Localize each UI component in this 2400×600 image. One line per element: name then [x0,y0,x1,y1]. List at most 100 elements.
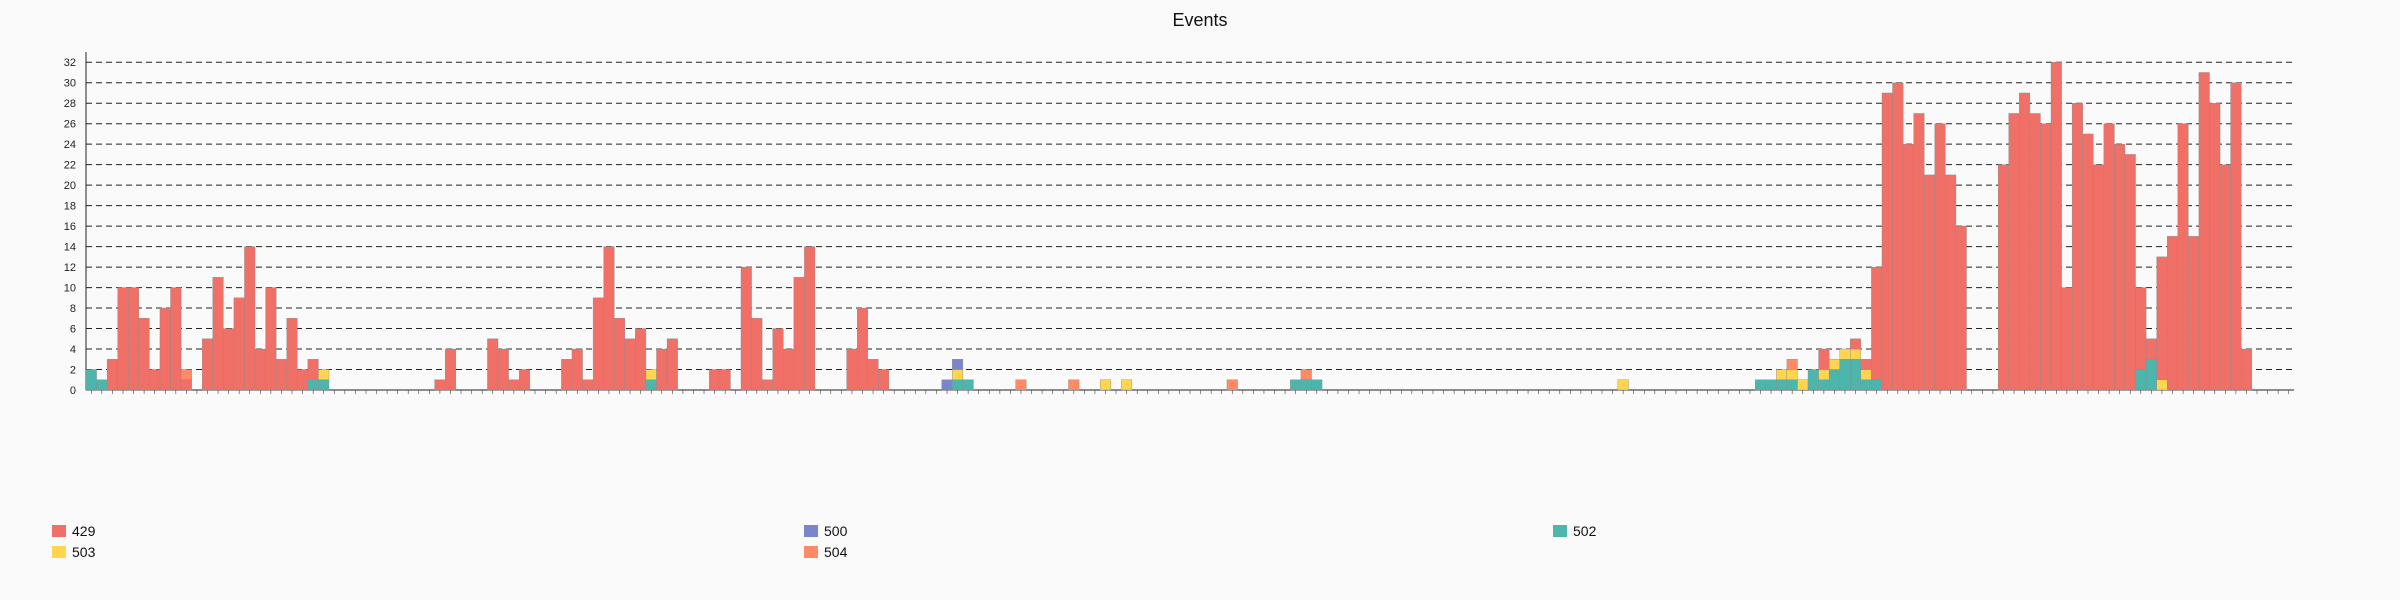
bar-segment-429 [582,379,594,391]
bar-segment-429 [2008,113,2020,391]
bar-segment-502 [1860,379,1872,391]
bar-segment-502 [1765,379,1777,391]
bar-segment-429 [434,379,446,391]
bar-segment-429 [2209,103,2221,391]
bar-segment-429 [233,297,245,391]
bar-segment-502 [1839,359,1851,391]
bar-segment-503 [1818,369,1830,380]
bar-segment-429 [518,369,530,391]
y-tick-label: 20 [64,180,76,192]
bar-segment-504 [1015,379,1027,391]
bar-segment-429 [1881,92,1893,391]
bar-segment-429 [1913,113,1925,391]
bar-segment-429 [297,369,309,391]
bar-segment-429 [2124,154,2136,391]
bar-segment-429 [2167,236,2178,391]
bar-segment-502 [2145,359,2157,391]
bar-segment-429 [2198,72,2210,391]
bar-segment-429 [244,246,256,391]
bar-segment-429 [2082,133,2094,391]
bar-segment-429 [497,348,509,391]
bar-segment-429 [2114,143,2126,391]
bar-segment-429 [2019,92,2031,391]
bar-segment-429 [487,338,499,391]
bar-segment-429 [1892,82,1904,391]
bar-segment-429 [2050,62,2062,391]
bar-segment-429 [614,318,625,391]
bar-segment-503 [1839,348,1851,360]
bar-segment-429 [1871,266,1883,380]
bar-segment-429 [1955,225,1967,391]
y-tick-label: 24 [64,139,76,151]
bar-segment-429 [561,359,573,391]
y-tick-label: 28 [64,98,76,110]
bar-segment-502 [1786,379,1798,391]
bar-segment-500 [941,379,953,391]
bar-segment-429 [709,369,721,391]
bar-segment-429 [2071,103,2083,391]
y-tick-label: 32 [64,57,76,69]
bar-segment-429 [878,369,890,391]
bar-segment-429 [508,379,520,391]
bar-segment-502 [318,379,330,391]
bar-segment-429 [761,379,773,391]
bar-segment-504 [1300,369,1312,380]
bar-segment-429 [783,348,795,391]
bar-segment-502 [1850,359,1862,391]
bar-segment-429 [444,348,456,391]
bar-segment-429 [1850,338,1862,350]
chart-title: Events [1172,10,1228,30]
bar-segment-502 [1818,379,1830,391]
bar-segment-503 [1776,369,1788,380]
bar-segment-429 [223,328,235,391]
bar-segment-429 [1934,123,1946,391]
bar-segment-429 [117,287,129,391]
bar-segment-502 [1871,379,1883,391]
bar-segment-429 [656,348,668,391]
bar-segment-429 [635,328,647,391]
bar-segment-504 [1068,379,1080,391]
bar-segment-429 [867,359,879,391]
bar-segment-429 [772,328,784,391]
bar-segment-429 [202,338,213,391]
bar-segment-429 [2177,123,2189,391]
bar-segment-429 [2040,123,2052,391]
bar-segment-429 [275,359,287,391]
bar-segment-429 [2093,164,2105,391]
bar-segment-429 [2135,287,2147,370]
bar-segment-429 [2145,338,2157,360]
bar-segment-429 [307,359,319,380]
bar-segment-429 [571,348,583,391]
bar-segment-429 [1860,359,1872,370]
bar-segment-502 [1828,369,1840,391]
bar-segment-502 [1300,379,1312,391]
bar-segment-503 [318,369,330,380]
bar-segment-502 [307,379,319,391]
bar-segment-429 [804,246,816,391]
y-tick-label: 22 [64,160,76,172]
bar-segment-429 [1945,174,1957,391]
bar-segment-503 [1797,379,1809,391]
bar-segment-502 [1290,379,1302,391]
bar-segment-504 [1226,379,1238,391]
bar-segment-429 [592,297,604,391]
bar-segment-429 [603,246,615,391]
bar-segment-429 [212,277,224,391]
bar-segment-502 [962,379,974,391]
bar-segment-429 [128,287,140,391]
bar-segment-429 [857,307,868,391]
bar-segment-429 [1902,143,1914,391]
bar-segment-429 [2219,164,2231,391]
bar-segment-429 [2156,256,2168,380]
bar-segment-429 [740,266,752,391]
bar-segment-429 [2061,287,2073,391]
bar-segment-429 [149,369,161,391]
y-tick-label: 10 [64,283,76,295]
bar-segment-502 [952,379,964,391]
bar-segment-429 [719,369,731,391]
y-tick-label: 6 [70,324,76,336]
y-tick-label: 8 [70,303,76,315]
bar-segment-429 [846,348,858,391]
bar-segment-429 [138,318,150,391]
